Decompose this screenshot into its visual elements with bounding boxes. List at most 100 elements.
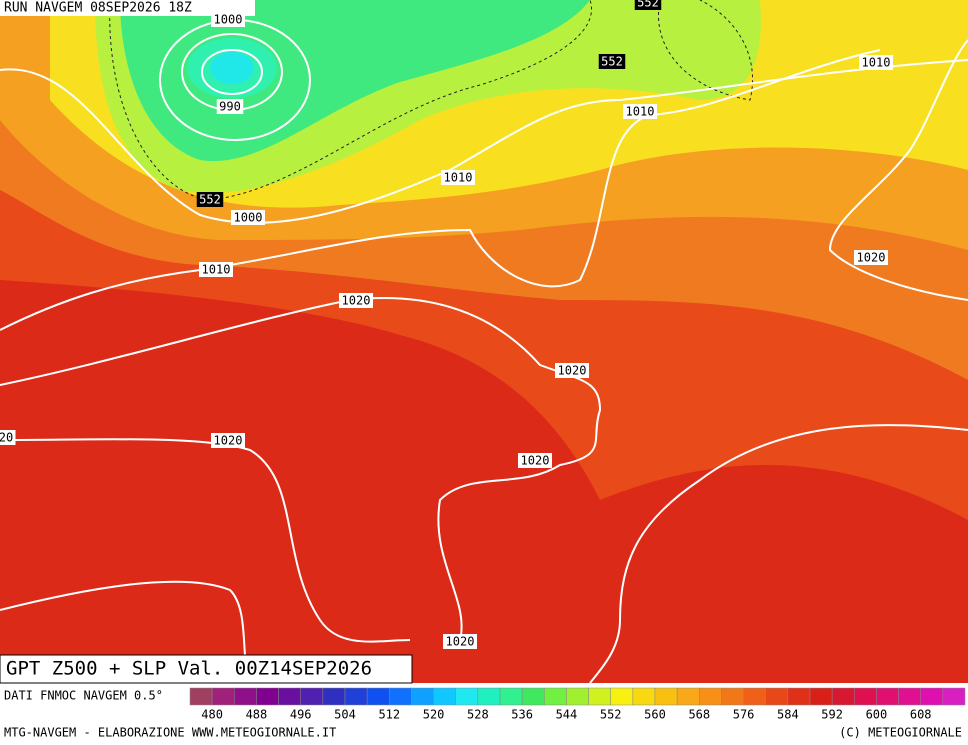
colorbar-label: 528 bbox=[467, 708, 489, 722]
color-swatch bbox=[234, 687, 257, 706]
contour-label: 20 bbox=[0, 431, 13, 445]
label-box bbox=[623, 104, 657, 119]
isobar bbox=[0, 49, 881, 331]
contour-label: 990 bbox=[219, 100, 241, 114]
source-label: DATI FNMOC NAVGEM 0.5° bbox=[4, 689, 163, 703]
contour-label: 1010 bbox=[202, 263, 231, 277]
color-swatch bbox=[278, 687, 301, 706]
color-swatch bbox=[898, 687, 921, 706]
color-swatch bbox=[189, 687, 213, 706]
colorbar-label: 592 bbox=[821, 708, 843, 722]
color-swatch bbox=[544, 687, 567, 706]
run-box bbox=[0, 0, 255, 16]
label-box bbox=[854, 250, 888, 265]
run-label: RUN NAVGEM 08SEP2026 18Z bbox=[4, 1, 192, 16]
color-swatch bbox=[344, 687, 368, 706]
color-swatch bbox=[743, 687, 766, 706]
color-swatch bbox=[920, 687, 944, 706]
color-swatch bbox=[876, 687, 899, 706]
color-swatch bbox=[831, 687, 855, 706]
color-swatch bbox=[787, 687, 811, 706]
color-swatch bbox=[854, 687, 877, 706]
color-swatch bbox=[676, 687, 700, 706]
colorbar-label: 568 bbox=[688, 708, 710, 722]
contour-label: 1020 bbox=[521, 454, 550, 468]
color-swatch bbox=[477, 687, 501, 706]
colorbar-label: 576 bbox=[733, 708, 755, 722]
title-box bbox=[0, 654, 413, 684]
color-swatch bbox=[411, 687, 434, 706]
color-swatch bbox=[366, 687, 390, 706]
552-contour bbox=[109, 0, 592, 201]
label-box bbox=[211, 12, 245, 27]
color-swatch bbox=[211, 687, 235, 706]
color-swatch bbox=[322, 687, 346, 706]
color-swatch bbox=[300, 687, 324, 706]
label-box bbox=[443, 634, 477, 649]
label-box bbox=[634, 0, 662, 10]
isobar bbox=[589, 424, 968, 684]
contour-label: 1020 bbox=[558, 364, 587, 378]
color-swatch bbox=[721, 687, 744, 706]
colorbar-label: 480 bbox=[201, 708, 223, 722]
label-box bbox=[518, 453, 552, 468]
z500-zone bbox=[210, 52, 254, 84]
isobar bbox=[0, 297, 602, 641]
552-contour bbox=[658, 0, 754, 101]
contour-label: 1010 bbox=[862, 56, 891, 70]
color-swatch bbox=[588, 687, 611, 706]
contour-label: 1020 bbox=[214, 434, 243, 448]
color-swatch bbox=[433, 687, 456, 706]
contour-label: 1000 bbox=[234, 211, 263, 225]
colorbar-label: 544 bbox=[556, 708, 578, 722]
color-swatch bbox=[566, 687, 589, 706]
colorbar-label: 536 bbox=[511, 708, 533, 722]
label-box bbox=[231, 210, 265, 225]
label-box bbox=[196, 192, 224, 207]
colorbar-label: 512 bbox=[378, 708, 400, 722]
colorbar-label: 584 bbox=[777, 708, 799, 722]
color-swatch bbox=[942, 687, 966, 706]
isobar bbox=[828, 39, 968, 301]
label-box bbox=[0, 430, 16, 445]
color-swatch bbox=[699, 687, 722, 706]
isobar bbox=[0, 438, 411, 643]
label-box bbox=[211, 433, 245, 448]
label-box bbox=[216, 99, 244, 114]
copyright-label: (C) METEOGIORNALE bbox=[839, 726, 962, 740]
color-swatch bbox=[809, 687, 833, 706]
colorbar-label: 608 bbox=[910, 708, 932, 722]
contour-label: 552 bbox=[637, 0, 659, 10]
color-swatch bbox=[632, 687, 656, 706]
color-swatch bbox=[256, 687, 279, 706]
colorbar-label: 552 bbox=[600, 708, 622, 722]
label-box bbox=[859, 55, 893, 70]
color-swatch bbox=[765, 687, 789, 706]
contour-label: 1020 bbox=[342, 294, 371, 308]
colorbar-label: 600 bbox=[866, 708, 888, 722]
map-title: GPT Z500 + SLP Val. 00Z14SEP2026 bbox=[6, 658, 372, 680]
contour-label: 1000 bbox=[214, 13, 243, 27]
colorbar-label: 560 bbox=[644, 708, 666, 722]
color-swatch bbox=[654, 687, 678, 706]
color-swatch bbox=[610, 687, 634, 706]
contour-label: 552 bbox=[601, 55, 623, 69]
label-box bbox=[441, 170, 475, 185]
label-box bbox=[598, 54, 626, 69]
contour-label: 1010 bbox=[626, 105, 655, 119]
credit-label: MTG-NAVGEM - ELABORAZIONE WWW.METEOGIORN… bbox=[4, 726, 336, 740]
colorbar-label: 496 bbox=[290, 708, 312, 722]
color-swatch bbox=[455, 687, 479, 706]
colorbar-label: 520 bbox=[423, 708, 445, 722]
isobar bbox=[201, 49, 263, 95]
colorbar-label: 504 bbox=[334, 708, 356, 722]
contour-label: 1020 bbox=[446, 635, 475, 649]
color-swatch bbox=[499, 687, 523, 706]
color-swatch bbox=[389, 687, 412, 706]
contour-labels: 1000 990 552 552 1010 1010 1010 552 1000 1010 1020… bbox=[0, 0, 893, 649]
colorbar-label: 488 bbox=[246, 708, 268, 722]
contour-label: 1020 bbox=[857, 251, 886, 265]
color-swatch bbox=[521, 687, 545, 706]
label-box bbox=[339, 293, 373, 308]
